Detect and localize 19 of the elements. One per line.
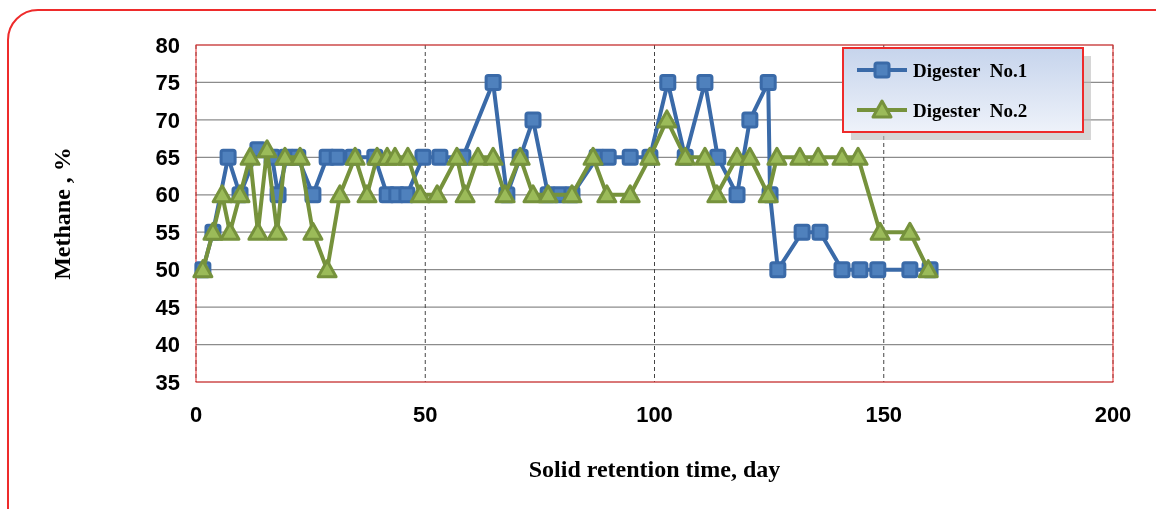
y-tick-label: 80 xyxy=(155,32,180,58)
y-tick-label: 75 xyxy=(155,70,180,96)
y-tick-label: 50 xyxy=(155,257,180,283)
x-tick-label: 200 xyxy=(1094,402,1132,427)
x-tick-label: 100 xyxy=(636,402,673,427)
y-tick-label: 55 xyxy=(155,219,180,245)
y-tick-label: 45 xyxy=(155,294,180,320)
x-tick-label: 50 xyxy=(413,402,438,427)
y-tick-label: 70 xyxy=(155,107,180,133)
legend-label: Digester No.2 xyxy=(913,99,1028,121)
x-tick-label: 0 xyxy=(189,402,203,427)
y-tick-label: 60 xyxy=(155,182,180,208)
y-tick-label: 40 xyxy=(155,332,180,358)
y-tick-label: 35 xyxy=(155,369,180,395)
y-axis-title: Methane , % xyxy=(49,147,75,280)
x-tick-label: 150 xyxy=(865,402,903,427)
x-axis-title: Solid retention time, day xyxy=(528,456,781,482)
y-tick-label: 65 xyxy=(155,145,180,171)
legend-label: Digester No.1 xyxy=(913,59,1028,81)
